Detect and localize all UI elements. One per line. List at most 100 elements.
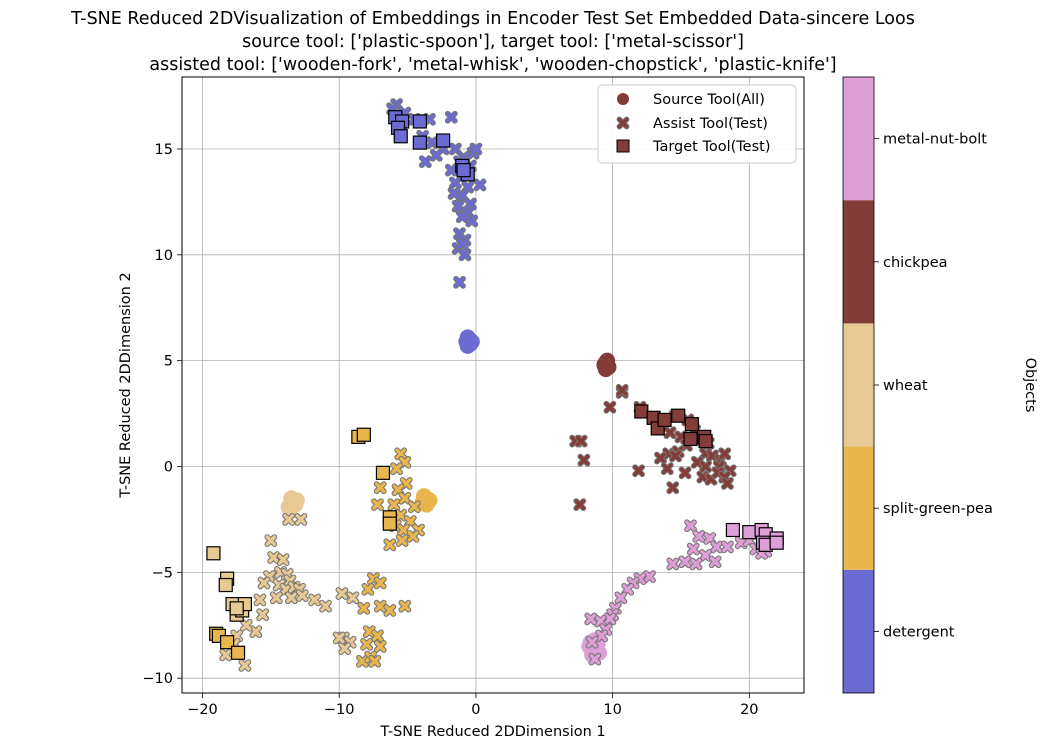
assist-point: [397, 523, 410, 537]
assist-point: [451, 199, 465, 213]
assist-point: [398, 491, 412, 505]
source-point: [459, 337, 476, 354]
assist-point: [584, 612, 598, 626]
assist-point: [449, 176, 462, 190]
assist-point: [239, 618, 253, 632]
target-point: [220, 635, 235, 650]
colorbar-tick-label: detergent: [883, 624, 955, 640]
target-point: [683, 431, 698, 447]
legend-source-label: Source Tool(All): [653, 92, 765, 108]
assist-point: [368, 654, 382, 668]
assist-point: [394, 447, 408, 461]
assist-point: [249, 625, 263, 639]
assist-point: [276, 553, 290, 567]
assist-point: [407, 500, 421, 514]
assist-point: [308, 593, 322, 607]
legend-target-label: Target Tool(Test): [652, 139, 771, 155]
assist-point: [690, 455, 704, 469]
title-line-3: assisted tool: ['wooden-fork', 'metal-wh…: [149, 55, 836, 75]
y-tick-label: 10: [155, 248, 173, 264]
assist-point: [699, 460, 712, 473]
target-point: [230, 645, 246, 660]
assist-point: [423, 112, 436, 126]
target-point: [412, 114, 427, 129]
assist-point: [373, 599, 387, 613]
assist-point: [219, 648, 233, 662]
assist-point: [383, 604, 397, 617]
colorbar-segment: [843, 77, 874, 201]
colorbar: detergent split-green-pea wheat chickpea met…: [842, 76, 993, 694]
assist-point: [346, 591, 360, 605]
target-point: [436, 133, 451, 148]
assist-point: [444, 110, 458, 124]
y-axis-label: T-SNE Reduced 2DDimension 2: [118, 272, 134, 498]
y-tick-label: 0: [164, 459, 173, 475]
target-point: [657, 412, 672, 428]
assist-point: [669, 449, 682, 463]
y-tick-label: −5: [152, 565, 173, 581]
assist-point: [373, 481, 387, 495]
assist-point: [455, 237, 469, 251]
legend-x-marker: [616, 116, 630, 130]
target-point: [356, 427, 371, 442]
legend-circle-marker: [617, 93, 629, 105]
assist-point: [573, 498, 587, 512]
assist-point: [678, 555, 692, 569]
assist-point: [357, 601, 371, 615]
target-point: [725, 522, 741, 538]
assist-point: [371, 629, 384, 643]
assist-point: [284, 591, 298, 605]
assist-point: [453, 275, 466, 289]
assist-point: [425, 136, 439, 150]
assist-point: [383, 538, 397, 552]
assist-point: [632, 464, 645, 478]
x-tick-label: 10: [603, 702, 621, 718]
assist-point: [361, 582, 375, 596]
assist-point: [614, 591, 628, 605]
assist-point: [643, 570, 656, 583]
colorbar-tick-label: wheat: [883, 378, 928, 394]
chart-title: T-SNE Reduced 2DVisualization of Embeddi…: [70, 9, 915, 75]
assist-point: [398, 599, 412, 613]
assist-point: [603, 400, 617, 414]
title-line-2: source tool: ['plastic-spoon'], target t…: [242, 32, 744, 52]
colorbar-segment: [843, 323, 874, 447]
assist-point: [429, 148, 443, 162]
colorbar-frame: [842, 76, 875, 694]
assist-point: [282, 513, 296, 526]
source-point: [418, 496, 435, 513]
assist-point: [464, 197, 477, 211]
assist-point: [706, 449, 719, 463]
scatter-points: [206, 98, 784, 672]
assist-point: [338, 642, 352, 655]
assist-point: [585, 635, 599, 649]
colorbar-segment: [843, 200, 874, 324]
assist-point: [473, 178, 487, 192]
y-tick-label: −10: [142, 671, 173, 687]
y-tick-label: 5: [164, 354, 173, 370]
x-tick-label: −10: [324, 702, 355, 718]
assist-point: [356, 654, 369, 668]
colorbar-segment: [843, 446, 874, 570]
target-point: [684, 417, 700, 432]
assist-point: [360, 637, 373, 651]
assist-point: [699, 549, 712, 562]
assist-point: [238, 659, 252, 672]
assist-point: [294, 513, 308, 526]
colorbar-segment: [843, 569, 874, 693]
assist-point: [455, 210, 469, 224]
colorbar-label: Objects: [1022, 358, 1038, 413]
assist-point: [373, 640, 387, 653]
target-point: [218, 577, 233, 593]
assist-point: [458, 248, 472, 262]
assist-point: [684, 519, 697, 533]
x-tick-label: 20: [740, 702, 758, 718]
assist-point: [447, 187, 461, 200]
plot-frame: [181, 76, 805, 694]
source-point: [597, 361, 614, 378]
target-point: [393, 129, 408, 144]
legend: Source Tool(All) Assist Tool(Test) Targe…: [597, 84, 797, 164]
assist-point: [588, 652, 602, 666]
target-point: [206, 546, 221, 561]
assist-point: [465, 214, 479, 228]
